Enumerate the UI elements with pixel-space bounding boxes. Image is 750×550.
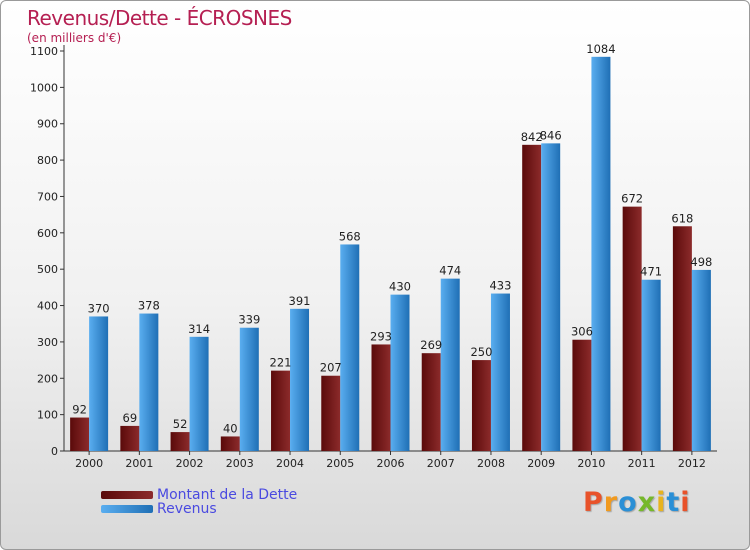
bar-revenus (239, 327, 259, 451)
x-tick-label: 2005 (326, 457, 354, 470)
x-tick-label: 2012 (678, 457, 706, 470)
value-label-dette: 40 (223, 421, 238, 435)
logo-letter: i (680, 487, 691, 518)
bar-dette (271, 370, 291, 451)
logo-letter: t (666, 487, 681, 518)
y-tick-label: 700 (37, 190, 58, 203)
y-tick-label: 0 (51, 445, 58, 458)
logo-letter: P (583, 487, 604, 518)
value-label-dette: 293 (370, 329, 392, 343)
y-tick-label: 1100 (30, 45, 58, 58)
x-tick-label: 2011 (628, 457, 656, 470)
value-label-dette: 52 (173, 417, 188, 431)
bar-revenus (641, 279, 661, 451)
legend-label-revenus: Revenus (157, 501, 217, 517)
bar-dette (371, 344, 391, 451)
bar-dette (321, 375, 341, 451)
value-label-dette: 306 (571, 325, 593, 339)
logo-letter: o (618, 487, 638, 518)
bar-dette (672, 226, 692, 451)
logo-letter: x (637, 487, 657, 518)
value-label-dette: 92 (72, 403, 87, 417)
bar-revenus (490, 293, 510, 451)
value-label-revenus: 474 (439, 264, 461, 278)
x-tick-label: 2003 (226, 457, 254, 470)
value-label-dette: 221 (270, 356, 292, 370)
y-tick-label: 600 (37, 227, 58, 240)
value-label-dette: 69 (123, 411, 138, 425)
value-label-revenus: 314 (188, 322, 210, 336)
value-label-revenus: 498 (690, 255, 712, 269)
value-label-revenus: 391 (289, 294, 311, 308)
y-tick-label: 400 (37, 300, 58, 313)
y-tick-label: 300 (37, 336, 58, 349)
legend-swatch-revenus (101, 505, 153, 513)
chart-bars (70, 56, 711, 452)
value-label-dette: 207 (320, 361, 342, 375)
value-label-dette: 842 (521, 130, 543, 144)
x-tick-label: 2000 (75, 457, 103, 470)
bar-dette (572, 339, 592, 451)
y-tick-label: 500 (37, 263, 58, 276)
chart-labels: 92 370 69 378 52 314 40 339 221 391 207 568 293 430 26… (72, 42, 712, 436)
value-label-revenus: 339 (238, 313, 260, 327)
value-label-revenus: 471 (640, 265, 662, 279)
bar-revenus (541, 143, 561, 451)
value-label-dette: 618 (671, 211, 693, 225)
bar-dette (170, 432, 190, 451)
value-label-dette: 269 (420, 338, 442, 352)
y-tick-label: 200 (37, 372, 58, 385)
bar-revenus (189, 336, 209, 451)
y-tick-label: 100 (37, 409, 58, 422)
chart-axes: 0 100 200 300 400 500 600 700 800 900 1000 1100 2000… (30, 45, 717, 470)
proxiti-logo: Proxiti (583, 487, 691, 518)
bar-dette (522, 144, 542, 451)
value-label-revenus: 430 (389, 280, 411, 294)
value-label-revenus: 846 (540, 128, 562, 142)
x-tick-label: 2008 (477, 457, 505, 470)
value-label-revenus: 1084 (586, 42, 615, 56)
bar-revenus (340, 244, 360, 451)
bar-dette (471, 360, 491, 451)
x-tick-label: 2006 (377, 457, 405, 470)
chart-title: Revenus/Dette - ÉCROSNES (27, 6, 292, 30)
x-tick-label: 2001 (125, 457, 153, 470)
bar-revenus (591, 56, 611, 452)
y-tick-label: 900 (37, 118, 58, 131)
bar-dette (220, 436, 240, 451)
value-label-dette: 672 (621, 192, 643, 206)
value-label-revenus: 370 (88, 301, 110, 315)
value-label-revenus: 433 (489, 279, 511, 293)
bar-revenus (691, 269, 711, 451)
chart-subtitle: (en milliers d'€) (27, 31, 122, 45)
bar-dette (421, 353, 441, 451)
logo-letter: r (603, 487, 619, 518)
x-tick-label: 2007 (427, 457, 455, 470)
bar-revenus (390, 294, 410, 451)
value-label-dette: 250 (470, 345, 492, 359)
bar-revenus (139, 313, 159, 451)
x-tick-label: 2004 (276, 457, 304, 470)
value-label-revenus: 378 (138, 299, 160, 313)
value-label-revenus: 568 (339, 229, 361, 243)
legend-item-dette: Montant de la Dette (101, 487, 298, 503)
x-tick-label: 2009 (527, 457, 555, 470)
legend-item-revenus: Revenus (101, 501, 217, 517)
bar-revenus (290, 308, 310, 451)
y-tick-label: 800 (37, 154, 58, 167)
bar-revenus (440, 278, 460, 451)
legend-label-dette: Montant de la Dette (157, 487, 298, 503)
legend-swatch-dette (101, 491, 153, 499)
bar-revenus (89, 316, 109, 451)
x-tick-label: 2002 (176, 457, 204, 470)
bar-dette (622, 206, 642, 451)
y-tick-label: 1000 (30, 81, 58, 94)
x-tick-label: 2010 (577, 457, 605, 470)
logo-letter: i (656, 487, 667, 518)
bar-dette (120, 425, 140, 451)
bar-dette (70, 417, 90, 451)
